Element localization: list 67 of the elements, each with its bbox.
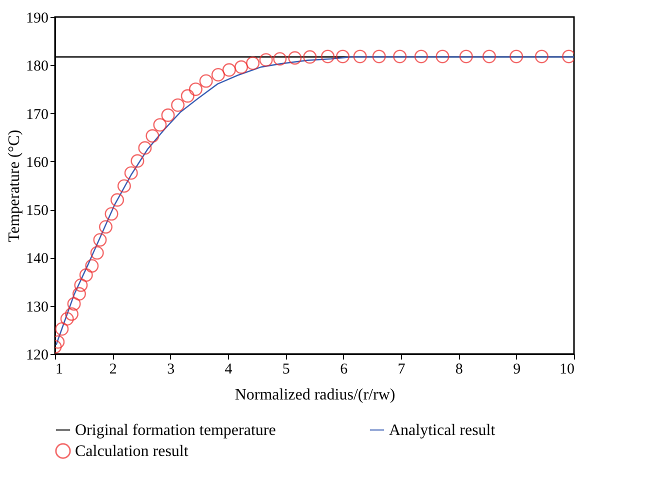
line-series — [56, 56, 574, 346]
point — [138, 141, 152, 155]
point — [146, 129, 160, 143]
point — [320, 50, 335, 64]
point — [110, 193, 124, 207]
point — [510, 50, 524, 64]
point — [85, 259, 99, 273]
point — [180, 89, 194, 103]
point — [79, 268, 93, 282]
point — [436, 50, 450, 64]
point — [90, 246, 104, 260]
x-tick-label: 6 — [340, 362, 348, 378]
point — [64, 307, 78, 321]
x-tick-label: 3 — [167, 362, 175, 378]
x-axis-title: Normalized radius/(r/rw) — [234, 386, 396, 404]
point — [211, 68, 225, 82]
y-tick-label: 160 — [26, 154, 48, 171]
y-tick-label: 180 — [26, 58, 48, 75]
x-tick-label: 5 — [282, 362, 290, 378]
legend-label: Calculation result — [75, 443, 189, 460]
x-tick-label: 8 — [455, 362, 463, 378]
y-tick-label: 120 — [26, 348, 48, 364]
point — [60, 312, 74, 326]
point — [273, 52, 287, 66]
point — [67, 297, 81, 311]
point — [199, 74, 213, 88]
legend-label: Original formation temperature — [75, 422, 276, 439]
x-tick-label: 4 — [224, 362, 233, 378]
point — [246, 56, 260, 70]
point — [353, 50, 367, 64]
point — [482, 50, 496, 64]
point — [459, 50, 473, 64]
y-tick-label: 140 — [26, 251, 48, 268]
point — [104, 207, 118, 221]
point — [161, 108, 175, 122]
point — [153, 118, 167, 132]
y-tick-label: 150 — [26, 203, 48, 220]
point — [188, 82, 202, 96]
y-tick-label: 130 — [26, 299, 48, 316]
point — [222, 63, 236, 77]
x-tick-label: 2 — [109, 362, 117, 378]
point — [336, 50, 350, 64]
point — [55, 322, 69, 336]
point — [130, 154, 144, 168]
x-tick-label: 1 — [56, 362, 63, 378]
x-tick-label: 7 — [398, 362, 406, 378]
y-tick-label: 190 — [26, 10, 48, 26]
y-tick-label: 170 — [26, 106, 48, 123]
point — [74, 278, 88, 292]
point — [72, 287, 86, 301]
y-axis-title: Temperature (°C) — [6, 130, 23, 242]
point — [288, 51, 302, 65]
point — [93, 233, 107, 247]
x-tick-label: 9 — [513, 362, 521, 378]
point — [414, 50, 428, 64]
point — [124, 166, 138, 180]
point — [393, 50, 407, 64]
point — [98, 220, 113, 234]
legend-label: Analytical result — [389, 422, 496, 439]
point — [303, 50, 317, 64]
point — [117, 179, 131, 193]
point — [234, 60, 248, 74]
point — [372, 50, 386, 64]
point — [534, 50, 548, 64]
x-tick-label: 10 — [560, 362, 574, 378]
point — [171, 98, 185, 112]
point — [259, 53, 273, 67]
